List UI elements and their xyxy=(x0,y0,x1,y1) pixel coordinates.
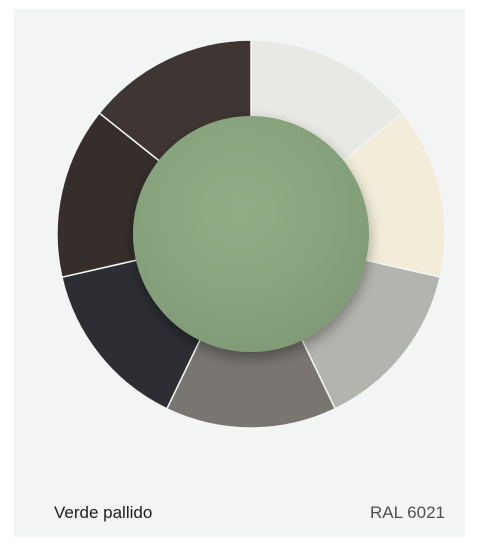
swatch-footer: Verde pallido RAL 6021 xyxy=(14,497,465,527)
color-wheel xyxy=(56,39,446,429)
color-code: RAL 6021 xyxy=(370,503,445,522)
selected-color-disc-shade xyxy=(133,116,369,352)
color-name: Verde pallido xyxy=(54,503,153,522)
swatch-panel: Verde pallido RAL 6021 xyxy=(14,9,465,537)
